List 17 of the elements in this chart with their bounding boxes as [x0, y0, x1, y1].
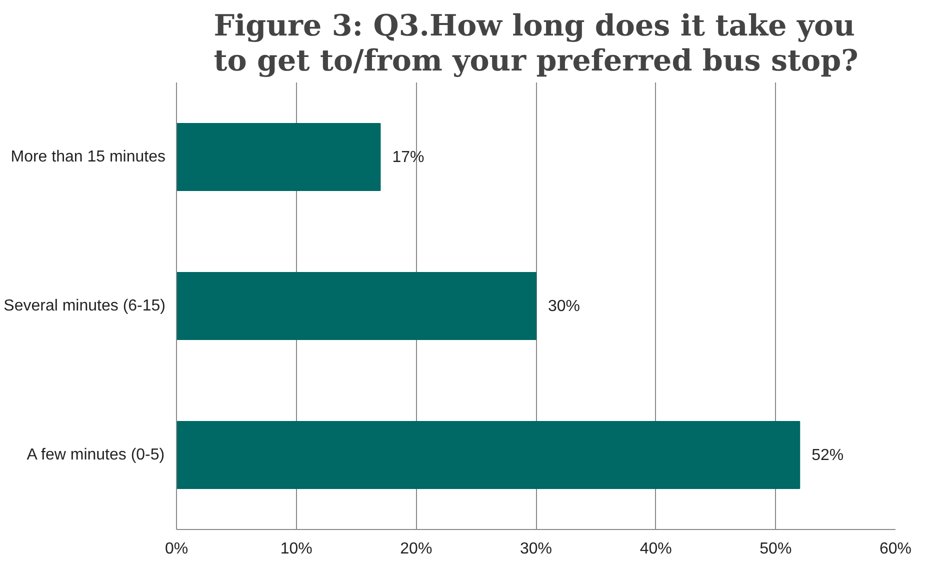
bar: [176, 420, 800, 490]
y-tick-label: A few minutes (0-5): [26, 446, 165, 464]
y-tick-label: More than 15 minutes: [10, 148, 166, 166]
x-tick-label: 0%: [164, 540, 188, 558]
data-label: 52%: [812, 447, 844, 464]
chart-title: Figure 3: Q3.How long does it take you to get to/from your preferred bus stop?: [214, 8, 858, 78]
data-label: 30%: [548, 298, 580, 315]
x-tick-label: 50%: [760, 540, 792, 558]
x-tick-label: 60%: [879, 540, 912, 558]
bar: [176, 122, 381, 192]
y-tick-label: Several minutes (6-15): [4, 298, 166, 314]
x-tick-label: 40%: [640, 540, 672, 558]
x-tick-label: 30%: [520, 540, 552, 558]
x-tick-label: 20%: [400, 540, 432, 558]
x-tick-label: 10%: [280, 540, 312, 558]
bar: [176, 272, 536, 340]
data-label: 17%: [392, 149, 424, 166]
